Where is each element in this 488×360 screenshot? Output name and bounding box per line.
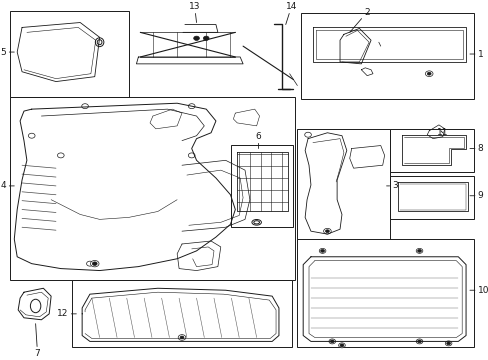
Circle shape [320,249,324,252]
Text: 14: 14 [285,2,297,24]
Bar [297,129,389,241]
Bar [389,176,473,219]
Circle shape [58,153,64,158]
Bar [389,129,473,172]
Circle shape [203,36,209,40]
Text: 7: 7 [35,324,41,358]
Circle shape [425,71,432,77]
Circle shape [86,261,93,266]
Circle shape [188,104,195,109]
Circle shape [319,248,325,253]
Bar [231,145,293,227]
Circle shape [415,339,422,344]
Text: 6: 6 [255,132,261,149]
Ellipse shape [253,221,259,224]
Circle shape [178,335,185,340]
Bar [72,280,291,347]
Circle shape [92,262,97,265]
Text: 11: 11 [436,128,447,137]
Circle shape [81,104,88,109]
Circle shape [188,153,195,158]
Circle shape [90,261,99,267]
Circle shape [193,36,199,40]
Circle shape [446,342,449,345]
Circle shape [445,341,451,346]
Ellipse shape [95,38,103,47]
Text: 8: 8 [469,144,483,153]
Text: 1: 1 [469,50,483,59]
Text: 3: 3 [386,181,397,190]
Text: 13: 13 [188,2,200,23]
Text: 9: 9 [469,191,483,200]
Text: 2: 2 [349,8,369,32]
Text: 10: 10 [469,286,488,295]
Text: 5: 5 [1,48,14,57]
Ellipse shape [30,299,41,313]
Bar [301,13,473,99]
Circle shape [330,340,333,343]
Circle shape [415,248,422,253]
Circle shape [304,132,311,137]
Bar [10,11,128,97]
Ellipse shape [97,40,102,45]
Circle shape [339,344,343,347]
Bar [10,97,295,280]
Circle shape [325,230,328,233]
Circle shape [28,133,35,138]
Circle shape [323,228,330,234]
Circle shape [338,343,345,348]
Bar [297,239,473,347]
Circle shape [180,336,183,339]
Circle shape [417,249,421,252]
Circle shape [417,340,421,343]
Text: 12: 12 [57,309,76,318]
Circle shape [328,339,335,344]
Circle shape [427,72,430,75]
Text: 4: 4 [1,181,14,190]
Ellipse shape [251,220,261,225]
